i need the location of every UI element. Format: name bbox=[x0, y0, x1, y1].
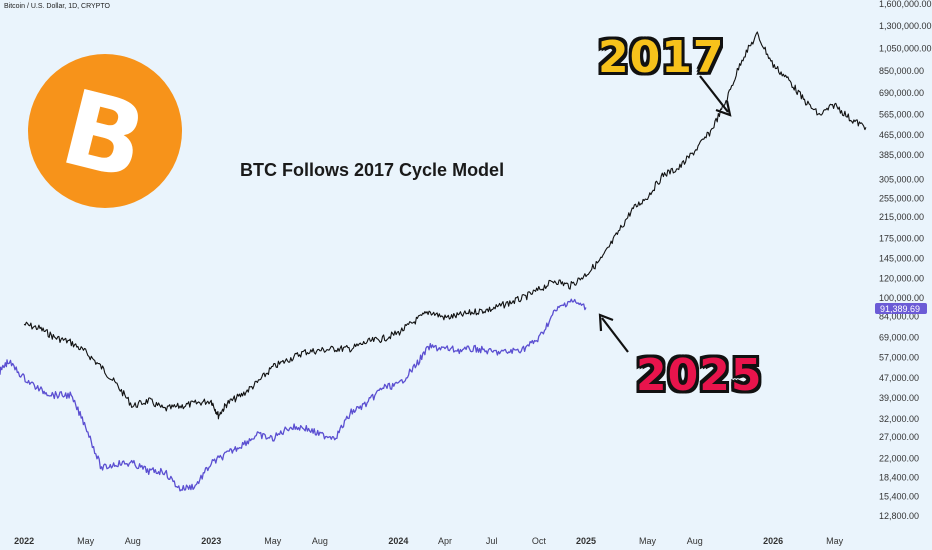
x-tick-label: 2022 bbox=[14, 536, 34, 546]
x-tick-label: Aug bbox=[125, 536, 141, 546]
y-tick-label: 32,000.00 bbox=[879, 414, 919, 424]
y-tick-label: 57,000.00 bbox=[879, 353, 919, 363]
arrow-2017-icon bbox=[699, 75, 732, 117]
last-price-label: 91,389.69 bbox=[880, 304, 920, 314]
y-tick-label: 255,000.00 bbox=[879, 194, 924, 204]
y-tick-label: 15,400.00 bbox=[879, 491, 919, 501]
x-tick-label: Aug bbox=[312, 536, 328, 546]
y-tick-label: 850,000.00 bbox=[879, 66, 924, 76]
y-tick-label: 465,000.00 bbox=[879, 130, 924, 140]
y-tick-label: 305,000.00 bbox=[879, 175, 924, 185]
x-tick-label: Aug bbox=[687, 536, 703, 546]
series-line-2025 bbox=[0, 298, 587, 492]
y-tick-label: 215,000.00 bbox=[879, 212, 924, 222]
x-tick-label: Oct bbox=[532, 536, 547, 546]
annotation-2017: 2017 bbox=[598, 32, 725, 83]
y-tick-label: 1,300,000.00 bbox=[879, 21, 932, 31]
x-tick-label: May bbox=[264, 536, 282, 546]
y-tick-label: 565,000.00 bbox=[879, 109, 924, 119]
arrow-2025-icon bbox=[598, 313, 629, 353]
x-tick-label: 2024 bbox=[388, 536, 408, 546]
x-tick-label: 2025 bbox=[576, 536, 596, 546]
y-tick-label: 120,000.00 bbox=[879, 274, 924, 284]
bitcoin-logo: B bbox=[28, 54, 182, 208]
y-tick-label: 100,000.00 bbox=[879, 293, 924, 303]
x-tick-label: 2023 bbox=[201, 536, 221, 546]
x-axis: 2022 May Aug 2023 May Aug 2024 Apr Jul Oct 2025 May… bbox=[14, 536, 844, 546]
y-tick-label: 84,000.00 bbox=[879, 311, 919, 321]
symbol-line: Bitcoin / U.S. Dollar, 1D, CRYPTO bbox=[4, 3, 110, 10]
y-tick-label: 18,400.00 bbox=[879, 472, 919, 482]
y-tick-label: 22,000.00 bbox=[879, 454, 919, 464]
y-tick-label: 47,000.00 bbox=[879, 373, 919, 383]
y-tick-label: 690,000.00 bbox=[879, 88, 924, 98]
x-tick-label: 2026 bbox=[763, 536, 783, 546]
annotation-arrows bbox=[598, 75, 732, 353]
y-tick-label: 69,000.00 bbox=[879, 332, 919, 342]
y-tick-label: 39,000.00 bbox=[879, 393, 919, 403]
y-tick-label: 1,050,000.00 bbox=[879, 44, 932, 54]
x-tick-label: Apr bbox=[438, 536, 452, 546]
x-tick-label: May bbox=[826, 536, 844, 546]
y-tick-label: 145,000.00 bbox=[879, 254, 924, 264]
y-tick-label: 12,800.00 bbox=[879, 511, 919, 521]
y-tick-label: 1,600,000.00 bbox=[879, 0, 932, 9]
y-tick-label: 385,000.00 bbox=[879, 150, 924, 160]
y-axis: 12,800.00 15,400.00 18,400.00 22,000.00 27,0… bbox=[879, 0, 932, 521]
chart-title: BTC Follows 2017 Cycle Model bbox=[240, 160, 505, 180]
last-price-tag: 91,389.69 bbox=[875, 303, 927, 314]
annotation-2025: 2025 bbox=[636, 350, 763, 401]
y-tick-label: 27,000.00 bbox=[879, 432, 919, 442]
x-tick-label: May bbox=[639, 536, 657, 546]
x-tick-label: Jul bbox=[486, 536, 498, 546]
y-tick-label: 175,000.00 bbox=[879, 234, 924, 244]
x-tick-label: May bbox=[77, 536, 95, 546]
